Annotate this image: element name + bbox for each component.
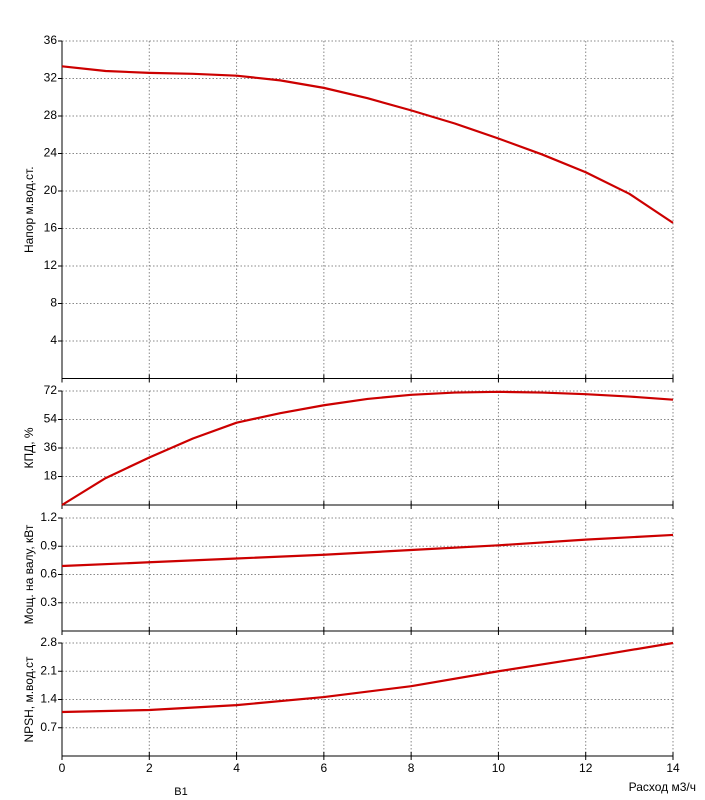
- curve: [61, 641, 674, 714]
- y-tick-label: 54: [44, 412, 58, 426]
- x-tick-label: 6: [321, 761, 328, 775]
- y-tick-label: 32: [44, 71, 58, 85]
- annotation: B1: [174, 786, 187, 798]
- y-tick-label: 4: [50, 333, 57, 347]
- y-tick-label: 2.1: [40, 663, 57, 677]
- x-tick-label: 10: [492, 761, 506, 775]
- y-tick-label: 24: [44, 146, 58, 160]
- curve: [61, 65, 674, 224]
- x-tick-label: 0: [59, 761, 66, 775]
- y-tick-label: 36: [44, 33, 58, 47]
- y-tick-label: 1.4: [40, 692, 57, 706]
- curve: [61, 390, 674, 506]
- y-tick-label: 1.2: [40, 510, 57, 524]
- x-axis-label: Расход м3/ч: [629, 780, 696, 794]
- y-axis-label: КПД, %: [22, 427, 36, 468]
- y-tick-label: 0.3: [40, 595, 57, 609]
- y-tick-label: 12: [44, 258, 58, 272]
- y-tick-label: 28: [44, 108, 58, 122]
- y-tick-label: 20: [44, 183, 58, 197]
- y-tick-label: 16: [44, 221, 58, 235]
- y-tick-label: 72: [44, 383, 58, 397]
- y-tick-label: 18: [44, 469, 58, 483]
- x-tick-label: 2: [146, 761, 153, 775]
- y-tick-label: 8: [50, 296, 57, 310]
- y-tick-label: 36: [44, 440, 58, 454]
- y-tick-label: 0.6: [40, 567, 57, 581]
- y-tick-label: 0.9: [40, 538, 57, 552]
- y-axis-label: Напор м.вод.ст.: [22, 166, 36, 253]
- x-tick-label: 14: [666, 761, 680, 775]
- x-tick-label: 4: [233, 761, 240, 775]
- y-tick-label: 2.8: [40, 635, 57, 649]
- curve: [61, 533, 674, 568]
- y-axis-label: Мощ. на валу, кВт: [22, 524, 36, 624]
- x-tick-label: 8: [408, 761, 415, 775]
- x-tick-label: 12: [579, 761, 593, 775]
- y-tick-label: 0.7: [40, 720, 57, 734]
- y-axis-label: NPSH, м.вод.ст: [22, 656, 36, 743]
